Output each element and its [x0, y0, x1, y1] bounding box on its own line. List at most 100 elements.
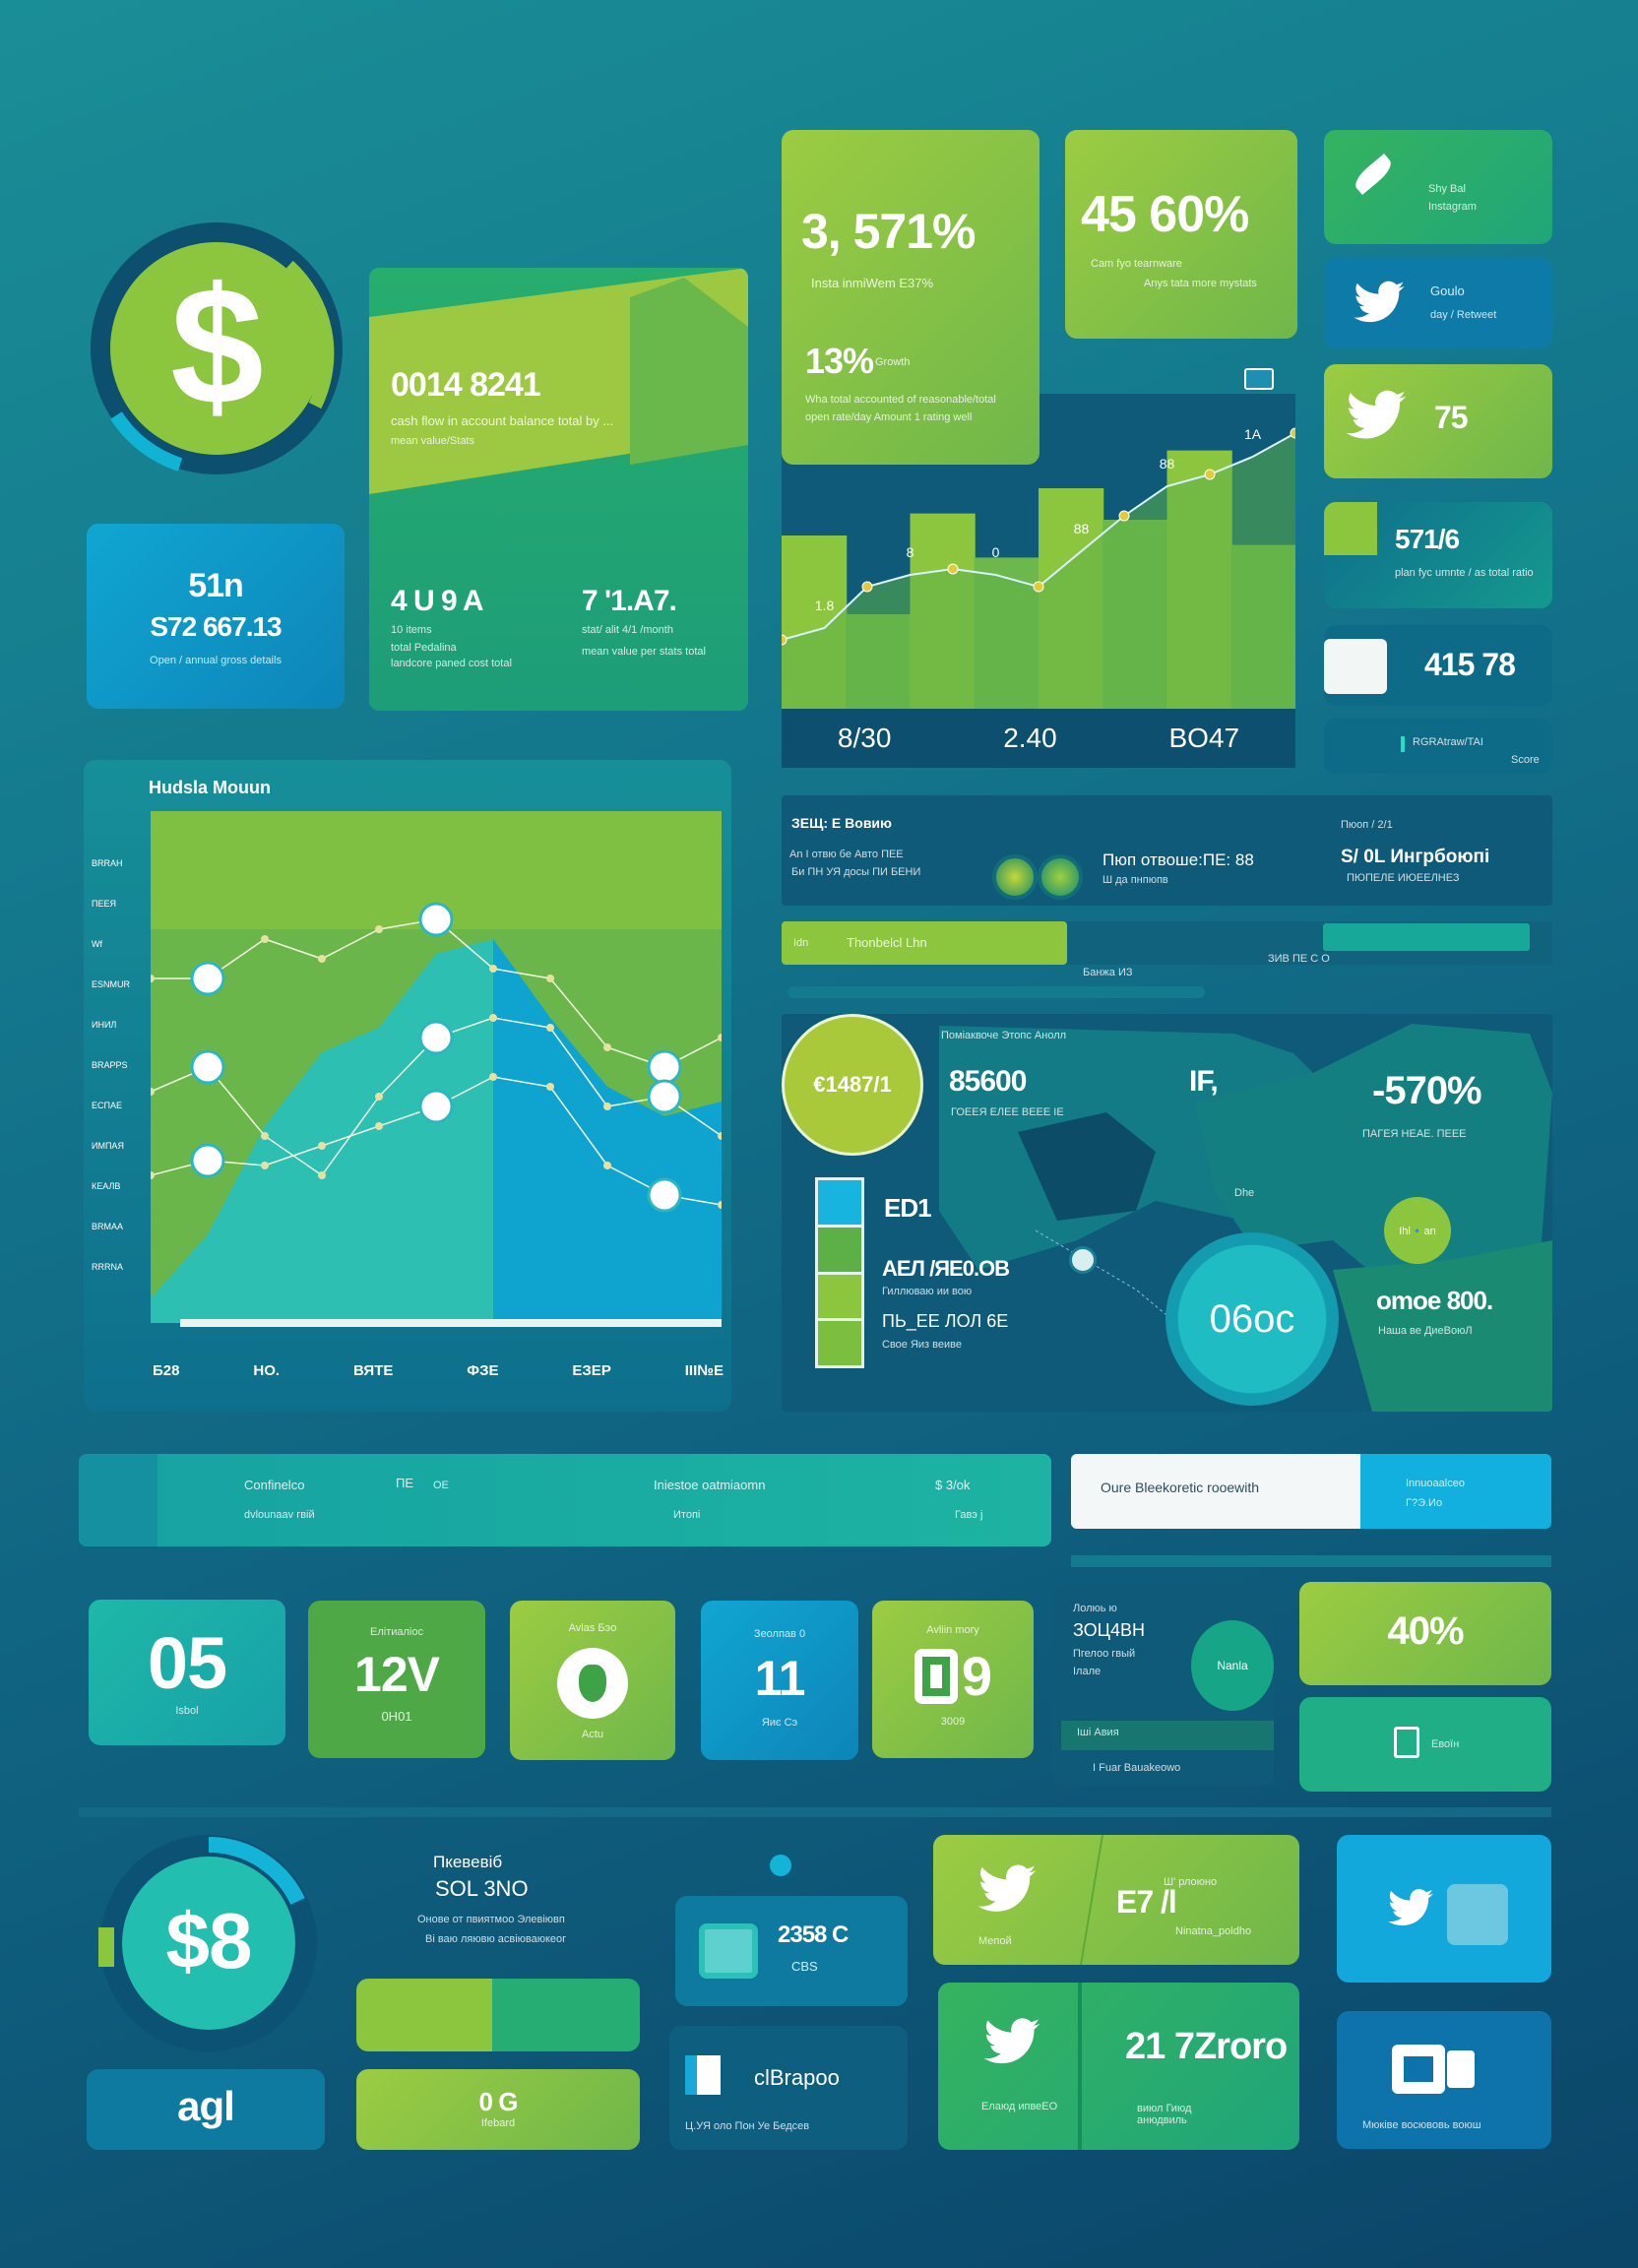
- tile-yearly[interactable]: Елітиаліос 12V 0H01: [308, 1601, 485, 1758]
- tile-title: Avliin mory: [926, 1624, 979, 1636]
- trend-point-label: 8: [907, 544, 914, 560]
- main-chart-x-label: Б28: [153, 1362, 180, 1379]
- main-chart-point: [151, 975, 155, 982]
- trend-point: [947, 563, 959, 575]
- main-chart-y-labels: BRRAH ПЕЕЯ Wf ESNMUR ИНИЛ BRAPPS ЕСПАЕ ИМПАЯ КЕА…: [92, 858, 151, 1272]
- main-chart-area-right: [493, 939, 722, 1323]
- main-chart-point: [546, 1024, 554, 1032]
- map-city-label: Dhe: [1234, 1187, 1255, 1199]
- map-header: Поміаквоче Этопс Анолл: [941, 1030, 1067, 1041]
- main-chart-y-label: BRMAA: [92, 1222, 124, 1231]
- stat-b-caption: stat/ alit 4/1 /month: [582, 624, 673, 636]
- bottom-desc-2: Ві ваю ляювю асвіюваюкеог: [425, 1933, 567, 1945]
- main-chart-point: [718, 1201, 722, 1209]
- camera-card[interactable]: Мюківе восювовь воюш: [1337, 2011, 1551, 2149]
- tile-nine[interactable]: Avliin mory 9 3009: [872, 1601, 1034, 1758]
- main-chart-y-label: ИНИЛ: [92, 1020, 117, 1030]
- progress-right: ЗИВ ПЕ С О: [1268, 953, 1330, 965]
- divider-bar: [79, 1807, 1551, 1817]
- percent-card[interactable]: 40%: [1299, 1582, 1551, 1685]
- tw2-value: 21 7Zroro: [1125, 2026, 1288, 2067]
- side-panel-sub-2: Ілале: [1073, 1666, 1102, 1677]
- tile-value: 12V: [354, 1647, 440, 1702]
- social-card-twitter-stat[interactable]: 75: [1324, 364, 1552, 478]
- social-card-score[interactable]: RGRAtraw/TAI Score: [1324, 719, 1552, 774]
- search-input[interactable]: Oure Bleekoretic rooewith: [1071, 1454, 1360, 1529]
- document-card[interactable]: Eвоїн: [1299, 1697, 1551, 1792]
- wallet-card[interactable]: 2358 C CBS: [675, 1896, 908, 2006]
- revenue-kpi-card[interactable]: 45 60% Cam fyo tearnware Anys tata more …: [1065, 130, 1297, 339]
- badge-icon: [914, 1648, 958, 1704]
- balance-value: 51n: [188, 567, 244, 604]
- divider-bar: [1071, 1555, 1551, 1567]
- main-chart-y-label: BRRAH: [92, 858, 123, 868]
- social-card-twitter[interactable]: Goulo day / Retweet: [1324, 258, 1552, 348]
- main-chart-point: [261, 1132, 269, 1140]
- progress-fill: [782, 921, 1067, 965]
- twitter-share-card[interactable]: [1337, 1835, 1551, 1983]
- bottom-label-card[interactable]: agl: [87, 2069, 325, 2150]
- tile-location[interactable]: Avlas Бэо Actu: [510, 1601, 675, 1760]
- twitter-stat-card-1[interactable]: Мепой Ш' рлоюно E7 /l Ninatna_poldho: [933, 1835, 1299, 1965]
- tile-title: Avlas Бэо: [568, 1622, 617, 1634]
- social-title: Goulo: [1430, 284, 1465, 298]
- social-sub: Score: [1511, 754, 1540, 766]
- summary-row: Confinelco dvlounaav гвій ПЕ ОЕ Iniestoe…: [79, 1454, 1051, 1546]
- map-big-circle[interactable]: 06oc: [1166, 1232, 1339, 1406]
- social-card-ratio[interactable]: 571/6 plan fyc umnte / as total ratio: [1324, 502, 1552, 608]
- search-bar[interactable]: Oure Bleekoretic rooewith Innuoaalceo Г?…: [1071, 1454, 1551, 1529]
- growth-kpi-card[interactable]: 3, 571% Insta inmiWem E37% 13% Growth Wh…: [782, 130, 1040, 465]
- main-chart-point: [318, 1171, 326, 1179]
- side-panel-title: Лолюь ю: [1073, 1603, 1117, 1614]
- side-panel-footer: I Fuar Bauakeowo: [1093, 1762, 1181, 1774]
- twitter-icon: [1350, 276, 1409, 331]
- side-panel-bar-label: Іші Авия: [1077, 1727, 1119, 1738]
- twitter-stat-card-2[interactable]: Елаюд ипвеЕО 21 7Zroro виюл Гиюд анюдвил…: [938, 1983, 1299, 2150]
- tile-count[interactable]: 05 Isbol: [89, 1600, 285, 1745]
- main-chart-point: [546, 1083, 554, 1091]
- main-chart-point: [261, 1162, 269, 1169]
- clipboard-icon: [685, 2055, 721, 2095]
- trend-x-label: 8/30: [837, 723, 892, 753]
- twitter-icon: [973, 1858, 1041, 1922]
- social-sub: plan fyc umnte / as total ratio: [1395, 567, 1534, 579]
- stat-a-caption: 10 items: [391, 624, 432, 636]
- social-card-leaf[interactable]: Shy Bal Instagram: [1324, 130, 1552, 244]
- trend-point: [1204, 469, 1216, 480]
- trend-point: [1033, 581, 1044, 593]
- total-sub: mean value/Stats: [391, 435, 474, 447]
- social-title: 571/6: [1395, 524, 1460, 554]
- twitter-icon: [1386, 1884, 1435, 1933]
- bottom-dollar-gauge: $8: [98, 1833, 319, 2053]
- main-chart-point: [190, 1049, 225, 1085]
- split-bar-card[interactable]: [356, 1979, 640, 2051]
- map-value-c-caption: ПАГЕЯ НЕАЕ. ПЕЕЕ: [1362, 1128, 1467, 1140]
- side-panel-circle[interactable]: Nanla: [1191, 1620, 1274, 1711]
- map-right-caption: Наша ве ДиеВоюЛ: [1378, 1325, 1473, 1337]
- map-circle-value-badge[interactable]: €1487/1: [782, 1014, 923, 1156]
- map-right-badge[interactable]: Ihl🔹an: [1384, 1197, 1451, 1264]
- info-right-value: S/ 0L Ингрбоюпі: [1341, 847, 1490, 867]
- stat-a-value: 4 U 9 A: [391, 585, 484, 617]
- small-value-card[interactable]: 0 G Ifebard: [356, 2069, 640, 2150]
- main-chart-point: [418, 1089, 454, 1124]
- main-chart-point: [647, 1177, 682, 1213]
- twitter-icon: [981, 2012, 1042, 2073]
- info-dot-icon[interactable]: [764, 1849, 797, 1882]
- progress-bar[interactable]: Idn Thonbelcl Lhn Банжа ИЗ ЗИВ ПЕ С О: [782, 921, 1552, 978]
- social-card-value[interactable]: 415 78: [1324, 625, 1552, 706]
- map-panel: €1487/1 Поміаквоче Этопс Анолл 85600 ГОЕ…: [782, 1014, 1552, 1412]
- balance-card[interactable]: 51n S72 667.13 Open / annual gross detai…: [87, 524, 345, 709]
- leaf-icon: [1351, 153, 1396, 196]
- revenue-value: 45 60%: [1081, 186, 1249, 243]
- share-icon: [1447, 1884, 1508, 1945]
- clip-value: clBrapoo: [754, 2065, 840, 2090]
- tw1-value: E7 /l: [1116, 1884, 1177, 1920]
- main-chart-x-label: ВЯТЕ: [352, 1362, 394, 1379]
- map-row-2: АЕЛ /ЯЕ0.ОВ: [882, 1256, 1010, 1281]
- clipboard-card[interactable]: clBrapoo Ц.УЯ оло Пон Уе Бедсев: [669, 2026, 908, 2150]
- main-chart-x-label: ІІІ№Е: [684, 1362, 724, 1379]
- tile-eleven[interactable]: Зеолпав 0 11 Яиє Сэ: [701, 1601, 858, 1760]
- twitter-icon: [1342, 384, 1411, 449]
- map-right-value: omoe 800.: [1376, 1286, 1493, 1315]
